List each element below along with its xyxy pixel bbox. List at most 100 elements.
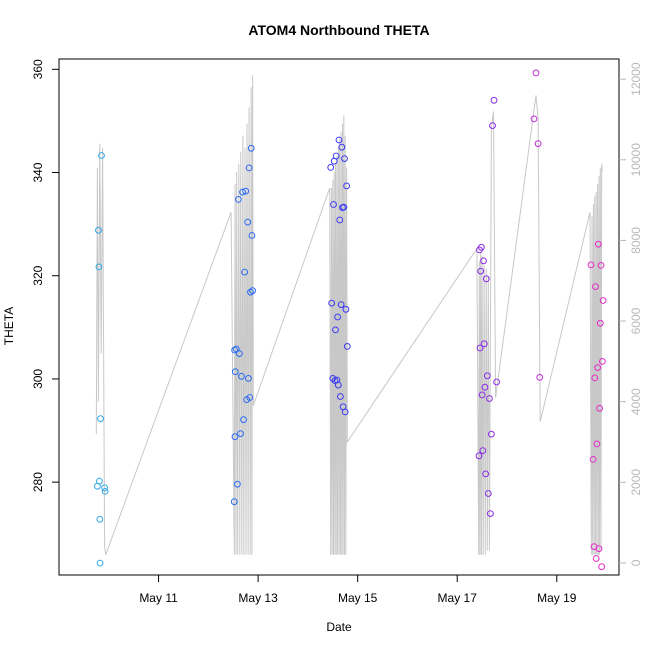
data-point [589,456,597,463]
data-point [477,267,485,275]
data-point [245,375,252,382]
data-point [245,164,253,172]
data-point [530,115,538,123]
data-point [101,488,109,495]
data-point [484,490,492,497]
data-point [95,263,103,271]
data-point [101,484,108,492]
data-point [330,201,337,208]
data-point [341,155,348,163]
point-series [94,69,607,571]
y-tick-label: 300 [31,369,45,389]
plot-frame [58,58,620,576]
y2-tick-label: 0 [629,559,643,566]
data-point [249,287,257,295]
data-point [493,378,501,386]
data-point [235,196,242,203]
data-point [242,187,250,195]
y2-tick-label: 2000 [629,469,643,496]
data-point [236,350,243,358]
data-point [334,313,342,321]
data-point [597,262,605,269]
data-point [340,203,348,211]
x-axis-label: Date [326,620,352,634]
data-point [96,515,104,523]
data-point [334,381,342,389]
data-point [341,408,349,416]
data-point [239,188,247,196]
data-point [483,372,491,380]
y2-tick-label: 10000 [629,143,643,177]
data-point [481,383,489,391]
data-point [247,144,255,152]
y2-tick-label: 8000 [629,227,643,254]
data-point [332,152,340,160]
data-point [479,447,487,455]
data-point [592,555,600,562]
data-point [337,393,344,400]
data-point [478,391,486,399]
data-point [97,415,104,423]
data-point [237,430,244,438]
data-point [490,96,498,104]
data-point [96,559,104,567]
axes: 280 300 320 340 360 May 11 May 13 May 15 May 17 M… [31,59,643,605]
data-point [96,477,103,485]
data-point [482,275,490,283]
data-point [248,232,256,239]
data-point [231,368,239,376]
y-tick-label: 320 [31,265,45,285]
data-point [246,394,254,401]
data-point [487,510,494,517]
data-point [240,416,248,424]
data-point [336,216,344,224]
data-point [95,226,102,234]
data-point [592,283,599,291]
data-point [338,143,346,151]
data-point [536,374,544,381]
chart-title: ATOM4 Northbound THETA [248,22,429,38]
x-tick-label: May 17 [438,591,478,605]
x-tick-label: May 13 [238,591,278,605]
data-point [480,340,488,348]
data-point [244,218,252,226]
line-series [95,75,603,555]
data-point [534,140,542,148]
x-tick-label: May 15 [338,591,378,605]
data-point [231,433,239,441]
data-point [328,299,336,307]
data-point [230,498,238,506]
data-point [489,122,496,129]
data-point [532,69,540,77]
y2-tick-label: 12000 [629,62,643,96]
data-point [594,364,601,372]
y2-tick-label: 4000 [629,388,643,415]
data-point [488,430,495,438]
data-point [342,305,350,313]
data-point [475,452,483,460]
data-point [329,375,337,382]
data-point [234,480,241,488]
data-point [595,545,603,553]
x-tick-label: May 19 [537,591,577,605]
data-point [480,257,487,265]
y-tick-label: 360 [31,59,45,79]
data-point [596,319,604,327]
data-point [327,164,335,171]
data-point [343,343,351,350]
data-point [599,358,606,365]
data-point [335,136,343,144]
data-point [596,404,603,412]
line-series-path [95,75,603,555]
data-point [476,344,484,352]
data-point [594,240,602,248]
data-point [591,374,599,382]
y-tick-label: 280 [31,472,45,492]
data-point [232,345,240,353]
y-tick-label: 340 [31,162,45,182]
data-point [593,440,601,448]
data-point [343,182,351,190]
data-point [337,301,345,309]
data-point [332,326,339,334]
